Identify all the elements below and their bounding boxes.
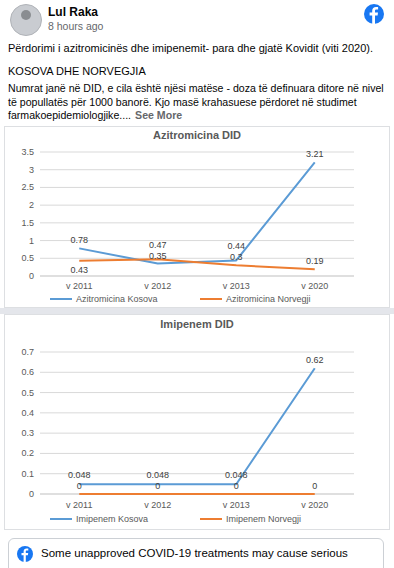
y-tick-label: 0.7 — [21, 347, 34, 357]
data-label: 0 — [234, 481, 239, 491]
notice-icon-bg — [17, 546, 33, 562]
data-label: 0.47 — [149, 240, 167, 250]
grid-line — [40, 392, 354, 393]
legend-swatch — [200, 518, 222, 520]
subtitle: KOSOVA DHE NORVEGJIA — [8, 65, 146, 77]
legend-swatch — [50, 298, 72, 300]
data-label: 0 — [312, 481, 317, 491]
x-tick-label: v 2013 — [223, 500, 250, 510]
data-label: 0 — [77, 481, 82, 491]
x-tick-label: v 2020 — [301, 500, 328, 510]
chart: Azitromicina DID 0 0.5 1 1.5 2 2.5 3 3.5 v 2011 v … — [5, 127, 390, 308]
data-label: 0.78 — [70, 235, 88, 245]
notice-box: Some unapproved COVID-19 treatments may … — [8, 538, 384, 568]
y-tick-label: 2.5 — [21, 182, 34, 192]
series-line — [79, 493, 315, 495]
grid-line — [40, 412, 354, 413]
chart-title: Azitromicina DID — [153, 129, 241, 141]
legend-swatch — [50, 518, 72, 520]
series-line — [79, 368, 315, 484]
y-axis — [40, 152, 41, 276]
y-tick-label: 1.5 — [21, 218, 34, 228]
x-tick-label: v 2011 — [66, 281, 92, 291]
y-tick-label: 0.6 — [21, 367, 34, 377]
avatar-head — [21, 10, 31, 20]
x-tick-label: v 2012 — [144, 500, 171, 510]
body-text: Numrat janë në DID, e cila është njësi m… — [8, 82, 386, 123]
page: Lul Raka8 hours ago Përdorimi i azitromic… — [0, 0, 394, 568]
grid-line — [40, 372, 354, 373]
y-tick-label: 0.2 — [21, 448, 34, 458]
y-tick-label: 0 — [29, 271, 34, 281]
x-tick-label: v 2012 — [144, 281, 171, 291]
data-label: 3.21 — [306, 149, 324, 159]
data-label: 0.43 — [70, 265, 88, 275]
body: Numrat janë në DID, e cila është njësi m… — [8, 82, 384, 121]
data-label: 0.44 — [227, 241, 245, 251]
x-tick-label: v 2011 — [66, 500, 92, 510]
legend-label: Azitromicina Norvegji — [226, 294, 311, 304]
y-tick-label: 0 — [29, 489, 34, 499]
data-label: 0 — [155, 481, 160, 491]
data-label: 0.048 — [68, 470, 91, 480]
grid-line — [40, 352, 354, 353]
chart-frame — [5, 315, 390, 530]
notice-text: Some unapproved COVID-19 treatments may … — [41, 547, 348, 559]
legend-label: Imipenem Norvegji — [226, 514, 301, 524]
lines — [79, 162, 315, 269]
author[interactable]: Lul Raka — [48, 5, 98, 19]
y-axis — [40, 352, 41, 494]
notice-icon-f — [22, 548, 29, 562]
legend-swatch — [200, 298, 222, 300]
charts: Azitromicina DID 0 0.5 1 1.5 2 2.5 3 3.5 v 2011 v … — [0, 0, 394, 568]
data-label: 0.3 — [230, 252, 243, 262]
y-tick-label: 0.5 — [21, 388, 34, 398]
legend-label: Imipenem Kosova — [76, 514, 148, 524]
grid-line — [40, 169, 354, 170]
grid-line — [40, 222, 354, 223]
headline: Përdorimi i azitromicinës dhe imipenemit… — [8, 42, 388, 54]
facebook-icon — [364, 4, 384, 24]
x-tick-label: v 2013 — [223, 281, 250, 291]
data-label: 0.048 — [225, 470, 248, 480]
y-tick-label: 2 — [29, 200, 34, 210]
grid-line — [40, 276, 354, 277]
chart-frame — [5, 127, 390, 308]
chart-title: Imipenem DID — [160, 318, 233, 330]
data-label: 0.62 — [306, 355, 324, 365]
series-line — [79, 259, 315, 269]
notice-icon — [17, 546, 33, 562]
legend-label: Azitromicina Kosova — [76, 294, 158, 304]
facebook-icon-bg — [364, 4, 384, 24]
y-tick-label: 0.5 — [21, 253, 34, 263]
y-tick-label: 0.4 — [21, 408, 34, 418]
facebook-icon-f — [370, 7, 379, 24]
y-tick-label: 0.1 — [21, 469, 34, 479]
grid-line — [40, 433, 354, 434]
data-label: 0.35 — [149, 251, 167, 261]
separator — [0, 308, 394, 314]
y-tick-label: 3.5 — [21, 147, 34, 157]
x-tick-label: v 2020 — [301, 281, 328, 291]
y-tick-label: 0.3 — [21, 428, 34, 438]
series-line — [79, 162, 315, 263]
data-label: 0.048 — [146, 470, 169, 480]
grid-line — [40, 453, 354, 454]
y-tick-label: 1 — [29, 236, 34, 246]
grid-line — [40, 205, 354, 206]
time: 8 hours ago — [48, 20, 103, 32]
grid-line — [40, 494, 354, 495]
data-label: 0.19 — [306, 256, 324, 266]
grid-line — [40, 187, 354, 188]
chart: Imipenem DID 0 0.1 0.2 0.3 0.4 0.5 0.6 0.7 v 2011… — [5, 315, 390, 530]
y-tick-label: 3 — [29, 165, 34, 175]
avatar — [10, 4, 42, 36]
lines — [79, 368, 315, 494]
see-more[interactable]: See More — [135, 109, 182, 121]
